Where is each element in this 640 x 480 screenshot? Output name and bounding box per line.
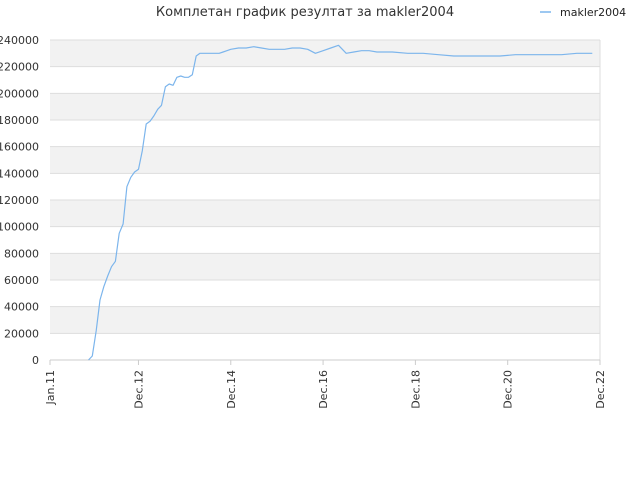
x-tick-label: Dec.18 [409, 370, 422, 409]
grid-band [50, 306, 600, 334]
y-tick-label: 100000 [0, 221, 39, 234]
y-tick-label: 180000 [0, 114, 39, 127]
x-tick-label: Dec.14 [225, 370, 238, 409]
y-tick-label: 240000 [0, 34, 39, 47]
y-axis-ticks: 0 20000 40000 60000 80000 100000 120000 140000 1… [0, 34, 39, 367]
x-tick-label: Dec.16 [317, 370, 330, 409]
grid-band [50, 146, 600, 174]
grid-band [50, 93, 600, 120]
y-tick-label: 40000 [4, 301, 39, 314]
y-tick-label: 140000 [0, 167, 39, 180]
x-tick-label: Dec.12 [132, 370, 145, 409]
legend[interactable]: makler2004 [540, 6, 626, 19]
series-line-0 [88, 44, 593, 361]
grid-band [50, 40, 600, 67]
chart-title: Комплетан график резултат за makler2004 [156, 5, 454, 20]
grid-band [50, 253, 600, 280]
x-axis-ticks: Jan.11 Dec.12 Dec.14 Dec.16 Dec.18 Dec.20 Dec.… [44, 360, 607, 409]
x-tick-label: Jan.11 [44, 370, 57, 405]
y-tick-label: 200000 [0, 87, 39, 100]
y-tick-label: 0 [32, 354, 39, 367]
legend-label: makler2004 [560, 6, 626, 19]
x-tick-label: Dec.20 [502, 370, 515, 409]
plot-area [88, 44, 593, 361]
y-tick-label: 60000 [4, 274, 39, 287]
grid-band [50, 200, 600, 227]
y-tick-label: 160000 [0, 141, 39, 154]
x-tick-label: Dec.22 [594, 370, 607, 409]
y-tick-label: 120000 [0, 194, 39, 207]
grid-lines [50, 39, 601, 361]
plot-background-bands [50, 40, 600, 334]
y-tick-label: 220000 [0, 61, 39, 74]
y-tick-label: 80000 [4, 247, 39, 260]
y-tick-label: 20000 [4, 327, 39, 340]
